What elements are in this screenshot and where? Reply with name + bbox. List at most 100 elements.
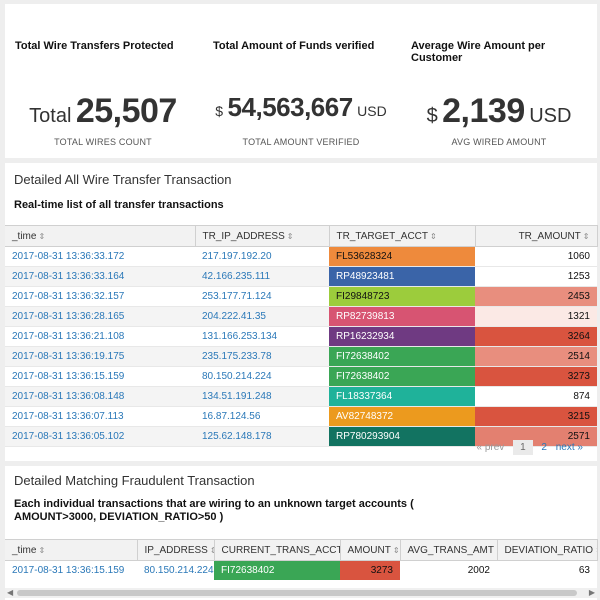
current-page[interactable]: 1 bbox=[513, 440, 533, 455]
panel-title: Detailed All Wire Transfer Transaction bbox=[14, 172, 232, 187]
target-acct-cell[interactable]: FI72638402 bbox=[329, 346, 475, 367]
sort-icon[interactable]: ⇕ bbox=[582, 231, 590, 241]
target-acct-cell[interactable]: RP16232934 bbox=[329, 326, 475, 347]
time-cell[interactable]: 2017-08-31 13:36:32.157 bbox=[5, 286, 195, 307]
table-row[interactable]: 2017-08-31 13:36:19.175 235.175.233.78 FI7… bbox=[5, 346, 597, 367]
time-cell[interactable]: 2017-08-31 13:36:15.159 bbox=[12, 565, 125, 576]
current-acct-cell[interactable]: FI72638402 bbox=[214, 560, 340, 580]
sort-icon[interactable]: ⇕ bbox=[430, 231, 437, 241]
amount-cell[interactable]: 2514 bbox=[475, 346, 597, 367]
horizontal-scrollbar[interactable]: ◀ ▶ bbox=[5, 588, 597, 598]
ip-cell[interactable]: 217.197.192.20 bbox=[195, 246, 329, 267]
column-header[interactable]: IP_ADDRESS⇕ bbox=[137, 539, 215, 561]
sort-icon[interactable]: ⇕ bbox=[38, 545, 46, 555]
ip-cell[interactable]: 80.150.214.224 bbox=[144, 565, 214, 576]
column-header[interactable]: CURRENT_TRANS_ACCT⇕ bbox=[214, 539, 341, 561]
column-header[interactable]: _time ⇕ bbox=[5, 539, 138, 561]
ip-cell[interactable]: 134.51.191.248 bbox=[195, 386, 329, 407]
time-cell[interactable]: 2017-08-31 13:36:15.159 bbox=[5, 366, 195, 387]
kpi-value-row: Total 25,507 bbox=[5, 92, 201, 131]
table-row[interactable]: 2017-08-31 13:36:08.148 134.51.191.248 FL1… bbox=[5, 386, 597, 407]
kpi-avg-amount: Average Wire Amount per Customer $ 2,139… bbox=[401, 4, 597, 158]
sort-icon[interactable]: ⇕ bbox=[595, 546, 596, 555]
table-row[interactable]: 2017-08-31 13:36:07.113 16.87.124.56 AV827… bbox=[5, 406, 597, 427]
target-acct-cell[interactable]: FL53628324 bbox=[329, 246, 475, 267]
kpi-suffix: USD bbox=[357, 103, 387, 119]
table-row[interactable]: 2017-08-31 13:36:15.159 80.150.214.224 FI7… bbox=[5, 366, 597, 387]
amount-cell[interactable]: 2453 bbox=[475, 286, 597, 307]
column-header[interactable]: TR_TARGET_ACCT ⇕ bbox=[329, 225, 476, 247]
ip-cell[interactable]: 125.62.148.178 bbox=[195, 426, 329, 447]
table-row[interactable]: 2017-08-31 13:36:33.164 42.166.235.111 RP4… bbox=[5, 266, 597, 287]
ip-cell[interactable]: 253.177.71.124 bbox=[195, 286, 329, 307]
time-cell[interactable]: 2017-08-31 13:36:05.102 bbox=[5, 426, 195, 447]
column-header-label: TR_TARGET_ACCT bbox=[336, 230, 429, 242]
target-acct-cell[interactable]: RP82739813 bbox=[329, 306, 475, 327]
kpi-total-wires: Total Wire Transfers Protected Total 25,… bbox=[5, 4, 201, 158]
table-row[interactable]: 2017-08-31 13:36:05.102 125.62.148.178 RP7… bbox=[5, 426, 597, 447]
amount-cell[interactable]: 3215 bbox=[475, 406, 597, 427]
amount-cell[interactable]: 3264 bbox=[475, 326, 597, 347]
time-cell[interactable]: 2017-08-31 13:36:07.113 bbox=[5, 406, 195, 427]
panel-title: Detailed Matching Fraudulent Transaction bbox=[14, 473, 255, 488]
ip-cell[interactable]: 235.175.233.78 bbox=[195, 346, 329, 367]
amount-cell[interactable]: 1060 bbox=[475, 246, 597, 267]
ip-cell[interactable]: 204.222.41.35 bbox=[195, 306, 329, 327]
kpi-value: 2,139 bbox=[442, 92, 525, 130]
column-header[interactable]: DEVIATION_RATIO⇕ bbox=[497, 539, 598, 561]
amount-cell[interactable]: 1321 bbox=[475, 306, 597, 327]
column-header[interactable]: TR_IP_ADDRESS ⇕ bbox=[195, 225, 330, 247]
ip-cell[interactable]: 80.150.214.224 bbox=[195, 366, 329, 387]
scroll-left-icon[interactable]: ◀ bbox=[7, 588, 14, 597]
ip-cell[interactable]: 16.87.124.56 bbox=[195, 406, 329, 427]
time-cell[interactable]: 2017-08-31 13:36:33.164 bbox=[5, 266, 195, 287]
table-row[interactable]: 2017-08-31 13:36:33.172 217.197.192.20 FL5… bbox=[5, 246, 597, 267]
target-acct-cell[interactable]: FI29848723 bbox=[329, 286, 475, 307]
deviation-ratio-cell[interactable]: 63 bbox=[578, 565, 590, 576]
sort-icon[interactable]: ⇕ bbox=[392, 545, 400, 555]
target-acct-cell[interactable]: FL18337364 bbox=[329, 386, 475, 407]
avg-amount-cell[interactable]: 2002 bbox=[467, 565, 490, 576]
time-cell[interactable]: 2017-08-31 13:36:33.172 bbox=[5, 246, 195, 267]
table-row[interactable]: 2017-08-31 13:36:21.108 131.166.253.134 RP… bbox=[5, 326, 597, 347]
column-header-label: _time bbox=[12, 230, 37, 242]
time-cell[interactable]: 2017-08-31 13:36:28.165 bbox=[5, 306, 195, 327]
ip-cell[interactable]: 131.166.253.134 bbox=[195, 326, 329, 347]
column-header[interactable]: AVG_TRANS_AMT⇕ bbox=[400, 539, 498, 561]
amount-cell[interactable]: 2571 bbox=[475, 426, 597, 447]
table-row[interactable]: 2017-08-31 13:36:32.157 253.177.71.124 FI2… bbox=[5, 286, 597, 307]
next-page-link[interactable]: next » bbox=[555, 442, 583, 453]
column-header[interactable]: _time ⇕ bbox=[5, 225, 196, 247]
target-acct-cell[interactable]: RP48923481 bbox=[329, 266, 475, 287]
prev-page-link[interactable]: « prev bbox=[476, 442, 505, 453]
sort-icon[interactable]: ⇕ bbox=[286, 231, 294, 241]
table-row[interactable]: 2017-08-31 13:36:15.159 80.150.214.224 FI7… bbox=[5, 560, 597, 580]
kpi-value: 54,563,667 bbox=[227, 92, 354, 122]
panel-description: Real-time list of all transfer transacti… bbox=[14, 199, 224, 211]
kpi-prefix: $ bbox=[426, 105, 438, 127]
kpi-title: Total Amount of Funds verified bbox=[213, 40, 375, 52]
fraud-table: _time⇕IP_ADDRESS⇕CURRENT_TRANS_ACCT⇕AMOU… bbox=[5, 539, 598, 580]
scroll-thumb[interactable] bbox=[17, 590, 577, 596]
target-acct-cell[interactable]: AV82748372 bbox=[329, 406, 475, 427]
amount-cell[interactable]: 874 bbox=[475, 386, 597, 407]
time-cell[interactable]: 2017-08-31 13:36:21.108 bbox=[5, 326, 195, 347]
amount-cell[interactable]: 1253 bbox=[475, 266, 597, 287]
amount-cell[interactable]: 3273 bbox=[475, 366, 597, 387]
target-acct-cell[interactable]: RP780293904 bbox=[329, 426, 475, 447]
kpi-sublabel: TOTAL AMOUNT VERIFIED bbox=[242, 137, 360, 147]
column-header[interactable]: TR_AMOUNT ⇕ bbox=[475, 225, 598, 247]
sort-icon[interactable]: ⇕ bbox=[38, 231, 46, 241]
target-acct-cell[interactable]: FI72638402 bbox=[329, 366, 475, 387]
scroll-right-icon[interactable]: ▶ bbox=[588, 588, 595, 597]
ip-cell[interactable]: 42.166.235.111 bbox=[195, 266, 329, 287]
table-row[interactable]: 2017-08-31 13:36:28.165 204.222.41.35 RP82… bbox=[5, 306, 597, 327]
amount-cell[interactable]: 3273 bbox=[340, 560, 400, 580]
column-header-label: DEVIATION_RATIO bbox=[504, 544, 594, 556]
column-header[interactable]: AMOUNT ⇕ bbox=[340, 539, 401, 561]
time-cell[interactable]: 2017-08-31 13:36:19.175 bbox=[5, 346, 195, 367]
page-2-link[interactable]: 2 bbox=[541, 442, 547, 453]
sort-icon[interactable]: ⇕ bbox=[210, 546, 213, 555]
time-cell[interactable]: 2017-08-31 13:36:08.148 bbox=[5, 386, 195, 407]
kpi-title: Average Wire Amount per Customer bbox=[411, 40, 546, 64]
